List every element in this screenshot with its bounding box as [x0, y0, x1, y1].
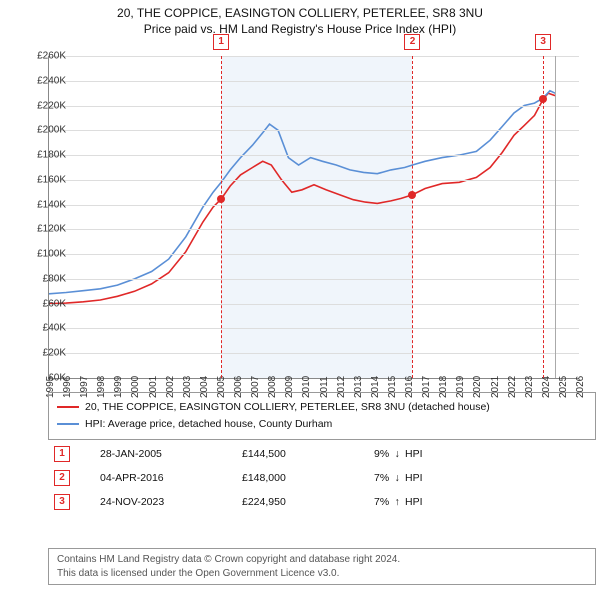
event-row: 1 28-JAN-2005£144,5009% ↓ HPI [48, 442, 578, 466]
event-row: 2 04-APR-2016£148,0007% ↓ HPI [48, 466, 578, 490]
y-axis-label: £40K [22, 323, 66, 334]
arrow-down-icon: ↓ [392, 448, 402, 460]
legend-row-price: 20, THE COPPICE, EASINGTON COLLIERY, PET… [57, 399, 587, 416]
footer-line-1: Contains HM Land Registry data © Crown c… [57, 553, 587, 567]
title-line-2: Price paid vs. HM Land Registry's House … [0, 22, 600, 38]
event-delta: 7% ↑ HPI [368, 490, 578, 514]
legend: 20, THE COPPICE, EASINGTON COLLIERY, PET… [48, 392, 596, 440]
event-price: £224,950 [236, 490, 368, 514]
events-table: 1 28-JAN-2005£144,5009% ↓ HPI 2 04-APR-2016… [48, 442, 578, 514]
y-axis-label: £220K [22, 100, 66, 111]
footer-line-2: This data is licensed under the Open Gov… [57, 567, 587, 581]
legend-row-hpi: HPI: Average price, detached house, Coun… [57, 416, 587, 433]
y-axis-label: £0K [22, 373, 66, 384]
arrow-down-icon: ↓ [392, 472, 402, 484]
y-axis-label: £200K [22, 125, 66, 136]
event-dot [408, 191, 416, 199]
event-date: 28-JAN-2005 [94, 442, 236, 466]
event-delta: 9% ↓ HPI [368, 442, 578, 466]
event-vline [221, 56, 222, 378]
now-line [555, 56, 556, 378]
title-line-1: 20, THE COPPICE, EASINGTON COLLIERY, PET… [0, 6, 600, 22]
chart-title: 20, THE COPPICE, EASINGTON COLLIERY, PET… [0, 0, 600, 37]
event-marker-top: 3 [535, 34, 551, 50]
event-date: 24-NOV-2023 [94, 490, 236, 514]
event-dot [217, 195, 225, 203]
event-marker: 3 [54, 494, 70, 510]
event-price: £144,500 [236, 442, 368, 466]
chart-area: 1995199619971998199920002001200220032004… [48, 56, 579, 379]
event-marker: 1 [54, 446, 70, 462]
y-axis-label: £260K [22, 51, 66, 62]
y-axis-label: £180K [22, 150, 66, 161]
series-price_paid [49, 93, 555, 304]
event-price: £148,000 [236, 466, 368, 490]
y-axis-label: £100K [22, 249, 66, 260]
y-axis-label: £160K [22, 174, 66, 185]
y-axis-label: £80K [22, 273, 66, 284]
event-marker: 2 [54, 470, 70, 486]
attribution: Contains HM Land Registry data © Crown c… [48, 548, 596, 585]
legend-label-hpi: HPI: Average price, detached house, Coun… [85, 418, 332, 430]
y-axis-label: £60K [22, 298, 66, 309]
event-row: 3 24-NOV-2023£224,9507% ↑ HPI [48, 490, 578, 514]
arrow-up-icon: ↑ [392, 496, 402, 508]
event-vline [543, 56, 544, 378]
series-hpi [49, 91, 555, 294]
legend-label-price: 20, THE COPPICE, EASINGTON COLLIERY, PET… [85, 401, 490, 413]
y-axis-label: £120K [22, 224, 66, 235]
event-marker-top: 2 [404, 34, 420, 50]
event-date: 04-APR-2016 [94, 466, 236, 490]
event-dot [539, 95, 547, 103]
y-axis-label: £240K [22, 75, 66, 86]
event-marker-top: 1 [213, 34, 229, 50]
event-delta: 7% ↓ HPI [368, 466, 578, 490]
chart-svg [49, 56, 579, 378]
event-vline [412, 56, 413, 378]
y-axis-label: £20K [22, 348, 66, 359]
y-axis-label: £140K [22, 199, 66, 210]
